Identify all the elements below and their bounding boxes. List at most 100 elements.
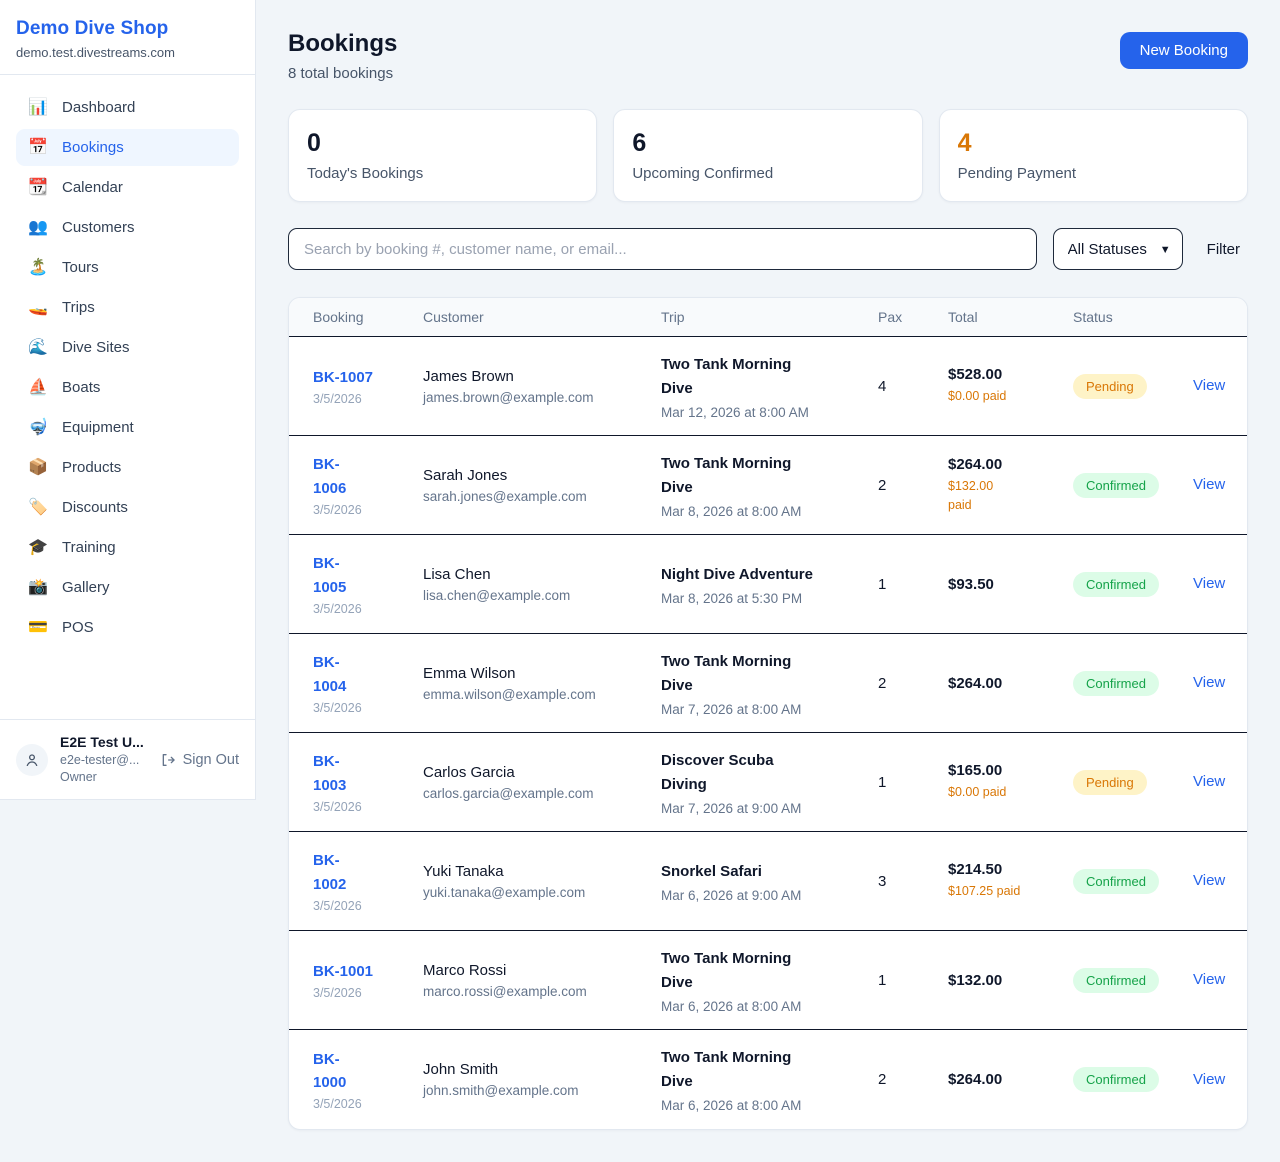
status-filter: All Statuses ▼ bbox=[1052, 228, 1183, 270]
new-booking-button[interactable]: New Booking bbox=[1119, 32, 1248, 69]
view-link[interactable]: View bbox=[1193, 971, 1226, 988]
booking-id-link[interactable]: BK- 1004 bbox=[313, 654, 347, 695]
col-actions bbox=[1193, 306, 1223, 328]
view-link[interactable]: View bbox=[1193, 476, 1226, 493]
trip-datetime: Mar 6, 2026 at 9:00 AM bbox=[661, 887, 802, 903]
sidebar-item-label: Customers bbox=[62, 219, 135, 236]
booking-id-link[interactable]: BK- 1003 bbox=[313, 753, 347, 794]
sign-out-button[interactable]: Sign Out bbox=[160, 752, 239, 768]
paid-amount: $0.00 paid bbox=[948, 785, 1007, 800]
booking-id-link[interactable]: BK- 1005 bbox=[313, 555, 347, 596]
sidebar-item-discounts[interactable]: 🏷️ Discounts bbox=[16, 489, 239, 526]
sidebar-item-gallery[interactable]: 📸 Gallery bbox=[16, 569, 239, 606]
sidebar-item-boats[interactable]: ⛵ Boats bbox=[16, 369, 239, 406]
trip-datetime: Mar 8, 2026 at 8:00 AM bbox=[661, 503, 802, 519]
total-amount: $264.00 bbox=[948, 455, 1003, 473]
table-row: BK-1001 3/5/2026 Marco Rossi marco.rossi… bbox=[289, 931, 1247, 1030]
stat-value: 0 bbox=[307, 129, 321, 157]
customer-email: john.smith@example.com bbox=[423, 1083, 579, 1098]
booking-date: 3/5/2026 bbox=[313, 601, 362, 616]
sidebar-item-products[interactable]: 📦 Products bbox=[16, 449, 239, 486]
col-trip: Trip bbox=[661, 309, 685, 325]
col-status: Status bbox=[1073, 309, 1113, 325]
search-input[interactable] bbox=[288, 228, 1037, 270]
booking-date: 3/5/2026 bbox=[313, 898, 362, 913]
booking-id-link[interactable]: BK- 1000 bbox=[313, 1050, 347, 1091]
equipment-icon: 🤿 bbox=[28, 418, 48, 436]
user-role: Owner bbox=[60, 770, 97, 785]
col-total: Total bbox=[948, 309, 978, 325]
stat-label: Today's Bookings bbox=[307, 165, 424, 182]
sidebar-item-label: Bookings bbox=[62, 139, 124, 156]
booking-id-link[interactable]: BK- 1002 bbox=[313, 852, 347, 893]
sidebar-item-dashboard[interactable]: 📊 Dashboard bbox=[16, 89, 239, 126]
pax-count: 3 bbox=[878, 872, 887, 890]
status-badge: Pending bbox=[1073, 769, 1147, 795]
sidebar-header: Demo Dive Shop demo.test.divestreams.com bbox=[0, 0, 255, 75]
page-title: Bookings bbox=[288, 30, 398, 57]
dashboard-icon: 📊 bbox=[28, 98, 48, 116]
sidebar-item-calendar[interactable]: 📆 Calendar bbox=[16, 169, 239, 206]
pax-count: 2 bbox=[878, 674, 887, 692]
status-badge: Confirmed bbox=[1073, 472, 1159, 498]
bookings-icon: 📅 bbox=[28, 138, 48, 156]
trips-icon: 🚤 bbox=[28, 298, 48, 316]
stat-label: Upcoming Confirmed bbox=[632, 165, 774, 182]
booking-id-link[interactable]: BK- 1006 bbox=[313, 456, 347, 497]
filter-button[interactable]: Filter bbox=[1199, 241, 1248, 258]
booking-date: 3/5/2026 bbox=[313, 799, 362, 814]
pos-icon: 💳 bbox=[28, 618, 48, 636]
shop-name: Demo Dive Shop bbox=[16, 18, 169, 39]
pax-count: 1 bbox=[878, 773, 887, 791]
sidebar-item-bookings[interactable]: 📅 Bookings bbox=[16, 129, 239, 166]
page-subtitle: 8 total bookings bbox=[288, 65, 394, 82]
dive-sites-icon: 🌊 bbox=[28, 338, 48, 356]
view-link[interactable]: View bbox=[1193, 674, 1226, 691]
customer-email: carlos.garcia@example.com bbox=[423, 785, 594, 801]
trip-datetime: Mar 6, 2026 at 8:00 AM bbox=[661, 998, 802, 1014]
booking-id-link[interactable]: BK-1001 bbox=[313, 962, 374, 980]
table-header: Booking Customer Trip Pax Total Status bbox=[289, 298, 1247, 337]
trip-datetime: Mar 7, 2026 at 9:00 AM bbox=[661, 800, 802, 816]
sidebar-item-tours[interactable]: 🏝️ Tours bbox=[16, 249, 239, 286]
sidebar-item-training[interactable]: 🎓 Training bbox=[16, 529, 239, 566]
status-badge: Confirmed bbox=[1073, 1067, 1159, 1092]
customer-name: Carlos Garcia bbox=[423, 763, 515, 781]
paid-amount: $107.25 paid bbox=[948, 884, 1021, 899]
customer-email: marco.rossi@example.com bbox=[423, 983, 587, 999]
view-link[interactable]: View bbox=[1193, 773, 1226, 790]
table-row: BK- 1000 3/5/2026 John Smith john.smith@… bbox=[289, 1030, 1247, 1129]
sidebar-item-label: Equipment bbox=[62, 419, 134, 436]
sidebar-item-customers[interactable]: 👥 Customers bbox=[16, 209, 239, 246]
col-booking: Booking bbox=[313, 309, 364, 325]
status-badge: Confirmed bbox=[1073, 670, 1159, 696]
calendar-icon: 📆 bbox=[28, 178, 48, 196]
page-header: Bookings 8 total bookings New Booking bbox=[288, 30, 1248, 82]
table-row: BK- 1002 3/5/2026 Yuki Tanaka yuki.tanak… bbox=[289, 832, 1247, 931]
view-link[interactable]: View bbox=[1193, 1070, 1226, 1088]
total-amount: $214.50 bbox=[948, 861, 1003, 879]
view-link[interactable]: View bbox=[1193, 872, 1226, 889]
stat-card: 4 Pending Payment bbox=[938, 109, 1248, 202]
trip-name: Two Tank Morning Dive bbox=[661, 1049, 792, 1090]
stats-cards: 0 Today's Bookings 6 Upcoming Confirmed … bbox=[288, 109, 1248, 202]
booking-id-link[interactable]: BK-1007 bbox=[313, 368, 374, 386]
booking-date: 3/5/2026 bbox=[313, 986, 362, 1001]
sidebar-item-dive-sites[interactable]: 🌊 Dive Sites bbox=[16, 329, 239, 366]
sidebar-item-trips[interactable]: 🚤 Trips bbox=[16, 289, 239, 326]
view-link[interactable]: View bbox=[1193, 575, 1226, 592]
sidebar-item-pos[interactable]: 💳 POS bbox=[16, 609, 239, 646]
total-amount: $528.00 bbox=[948, 366, 1003, 384]
view-link[interactable]: View bbox=[1193, 377, 1226, 394]
stat-card: 0 Today's Bookings bbox=[288, 109, 598, 202]
customer-email: james.brown@example.com bbox=[423, 389, 594, 405]
sidebar-item-equipment[interactable]: 🤿 Equipment bbox=[16, 409, 239, 446]
customer-name: James Brown bbox=[423, 367, 514, 385]
pax-count: 2 bbox=[878, 476, 887, 494]
avatar bbox=[16, 743, 48, 776]
training-icon: 🎓 bbox=[28, 538, 48, 556]
pax-count: 4 bbox=[878, 377, 887, 395]
sidebar: Demo Dive Shop demo.test.divestreams.com… bbox=[0, 0, 256, 800]
status-badge: Confirmed bbox=[1073, 868, 1159, 894]
status-filter-select[interactable]: All Statuses bbox=[1052, 228, 1183, 270]
